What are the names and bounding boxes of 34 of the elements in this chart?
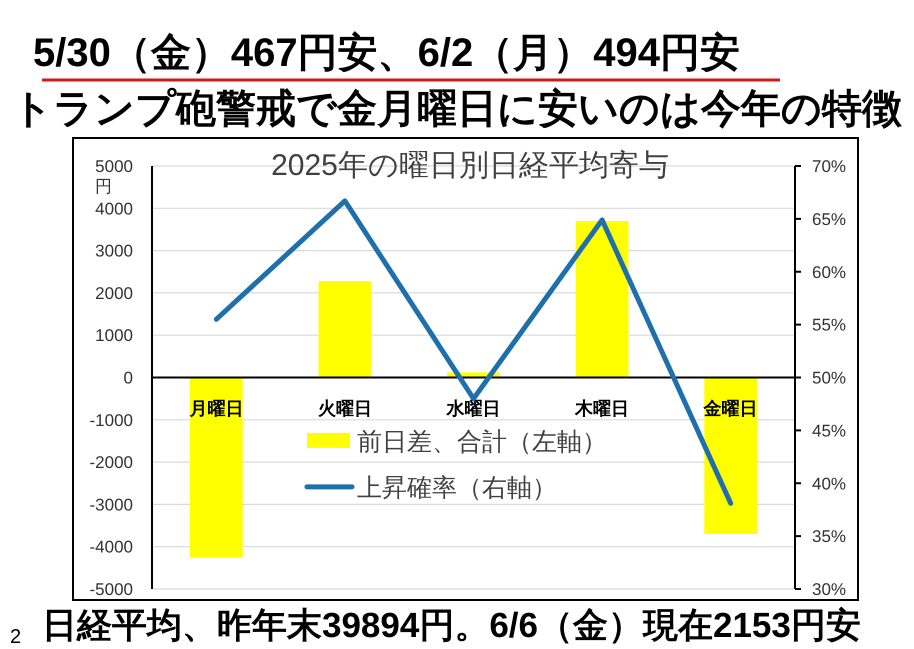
y-tick-label: -2000 bbox=[90, 453, 133, 472]
text: 日経平均、昨年末39894円。6/6（金）現在2153円安 bbox=[42, 606, 861, 645]
y2-tick-label: 65% bbox=[812, 210, 846, 229]
legend-label: 前日差、合計（左軸） bbox=[356, 428, 607, 456]
x-tick-label: 火曜日 bbox=[316, 398, 372, 418]
y-tick-label: -5000 bbox=[90, 580, 133, 599]
y2-tick-label: 35% bbox=[812, 527, 846, 546]
y2-tick-label: 45% bbox=[812, 421, 846, 440]
y-tick-label: 5000 bbox=[95, 157, 133, 176]
bar bbox=[576, 220, 628, 378]
chart-title: 5/30（金）467円安、6/2（月）494円安 bbox=[33, 31, 740, 75]
y2-tick-label: 30% bbox=[812, 580, 846, 599]
x-tick-label: 木曜日 bbox=[574, 398, 630, 418]
y-tick-label: 0 bbox=[124, 368, 133, 388]
y-tick-label: 1000 bbox=[95, 326, 133, 346]
y-tick-label: 2000 bbox=[95, 284, 133, 303]
bar bbox=[318, 281, 372, 378]
text: 2 bbox=[10, 626, 22, 648]
y-tick-label: -3000 bbox=[90, 495, 133, 514]
chart-subtitle: トランプ砲警戒で金月曜日に安いのは今年の特徴 bbox=[12, 87, 903, 131]
x-tick-label: 水曜日 bbox=[446, 398, 500, 418]
annotation: 2025年の曜日別日経平均寄与 bbox=[271, 149, 669, 182]
y-tick-label: -4000 bbox=[90, 538, 133, 557]
y2-tick-label: 70% bbox=[812, 157, 846, 176]
y-tick-label: -1000 bbox=[90, 410, 133, 430]
y-axis-title: 円 bbox=[95, 177, 112, 196]
y-tick-label: 4000 bbox=[95, 199, 133, 218]
y2-tick-label: 60% bbox=[812, 262, 846, 282]
y2-tick-label: 55% bbox=[812, 316, 846, 335]
y-tick-label: 3000 bbox=[95, 242, 133, 261]
y2-tick-label: 50% bbox=[812, 368, 846, 388]
legend-label: 上昇確率（右軸） bbox=[356, 474, 557, 502]
bar bbox=[190, 378, 243, 558]
y2-tick-label: 40% bbox=[812, 474, 846, 494]
